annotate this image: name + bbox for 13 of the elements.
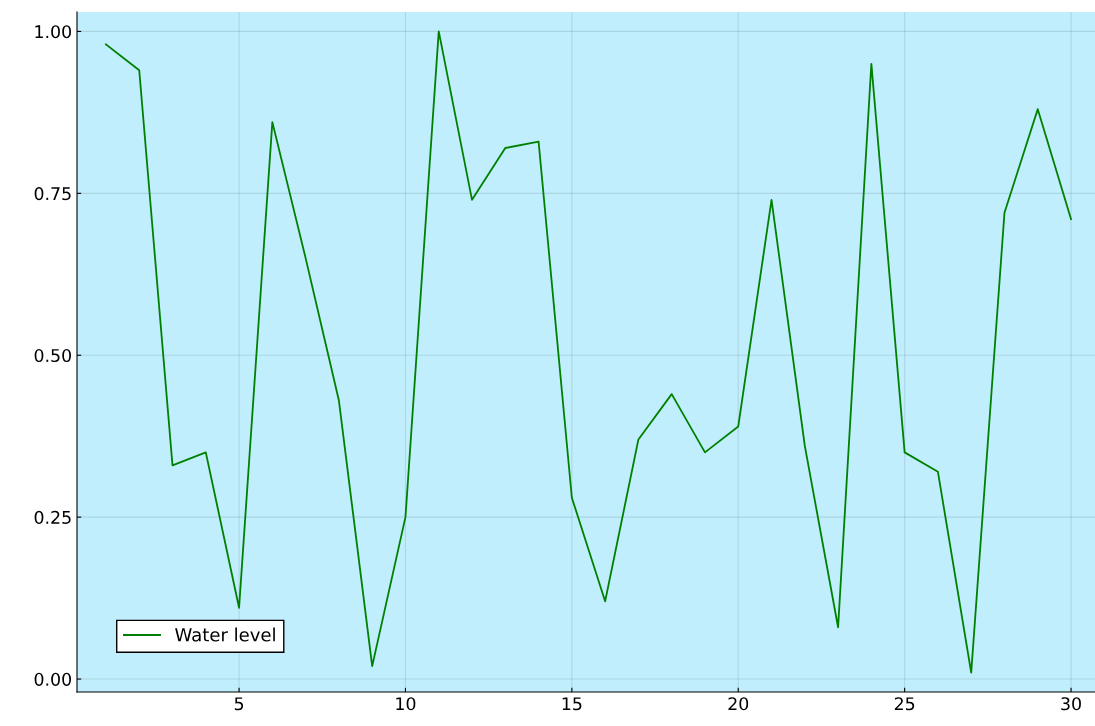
x-tick-label: 10 <box>396 697 416 711</box>
y-tick-label: 1.00 <box>35 25 71 39</box>
x-tick-label: 15 <box>562 697 582 711</box>
y-tick-label: 0.25 <box>34 510 71 524</box>
legend-label: Water level <box>175 627 275 642</box>
y-tick-label: 0.00 <box>34 672 71 686</box>
x-tick-label: 25 <box>894 697 915 711</box>
x-tick-label: 5 <box>234 697 244 711</box>
y-tick-label: 0.50 <box>34 348 71 363</box>
y-tick-label: 0.75 <box>34 187 71 201</box>
x-tick-label: 20 <box>728 697 749 711</box>
x-tick-label: 30 <box>1061 697 1081 711</box>
line-series <box>105 30 1072 674</box>
